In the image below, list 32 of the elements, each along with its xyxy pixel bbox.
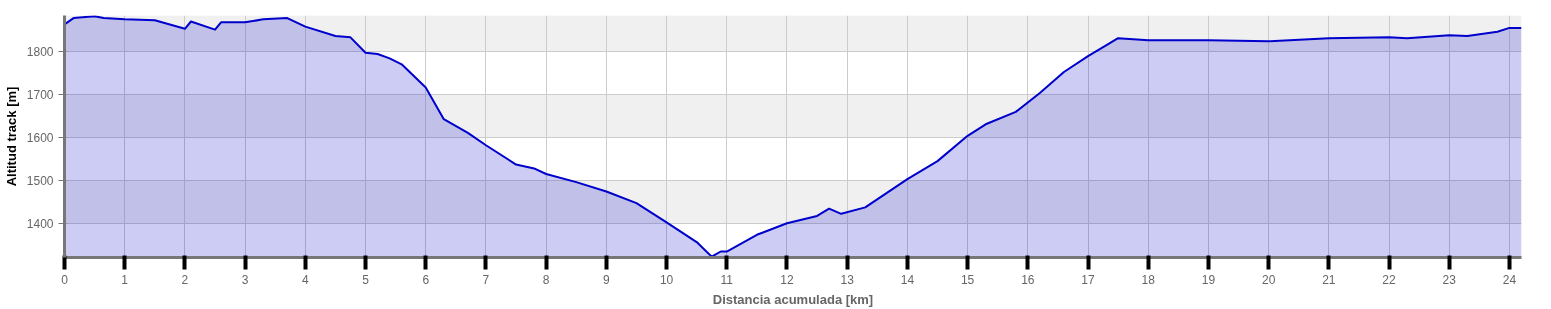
x-tick-label: 5 bbox=[362, 272, 370, 287]
y-tick-label: 1400 bbox=[26, 216, 54, 231]
y-tick-label: 1600 bbox=[26, 131, 54, 146]
x-tick-label: 4 bbox=[301, 272, 309, 287]
x-tick-label: 13 bbox=[840, 272, 855, 287]
x-tick-label: 1 bbox=[121, 272, 129, 287]
y-axis-title: Altitud track [m] bbox=[3, 86, 19, 187]
x-tick-label: 7 bbox=[482, 272, 490, 287]
x-tick-label: 11 bbox=[720, 272, 734, 287]
x-tick-label: 6 bbox=[422, 272, 430, 287]
x-tick-label: 19 bbox=[1201, 272, 1216, 287]
x-tick-label: 22 bbox=[1382, 272, 1397, 287]
x-tick-label: 3 bbox=[241, 272, 249, 287]
x-tick-label: 15 bbox=[960, 272, 975, 287]
x-tick-label: 18 bbox=[1141, 272, 1156, 287]
x-axis-title: Distancia acumulada [km] bbox=[712, 291, 874, 307]
x-tick-label: 8 bbox=[542, 272, 550, 287]
x-tick-label: 14 bbox=[900, 272, 915, 287]
y-tick-label: 1500 bbox=[26, 173, 54, 188]
x-tick-label: 10 bbox=[659, 272, 674, 287]
x-tick-label: 24 bbox=[1502, 272, 1517, 287]
x-tick-label: 16 bbox=[1021, 272, 1035, 287]
x-tick-label: 17 bbox=[1081, 272, 1096, 287]
y-tick-label: 1800 bbox=[26, 45, 54, 60]
x-tick-label: 0 bbox=[61, 272, 69, 287]
x-tick-label: 9 bbox=[603, 272, 611, 287]
y-tick-label: 1700 bbox=[26, 88, 54, 103]
x-tick-label: 12 bbox=[780, 272, 794, 287]
x-tick-label: 20 bbox=[1261, 272, 1276, 287]
x-tick-label: 23 bbox=[1442, 272, 1457, 287]
x-tick-label: 2 bbox=[181, 272, 189, 287]
x-tick-label: 21 bbox=[1322, 272, 1336, 287]
